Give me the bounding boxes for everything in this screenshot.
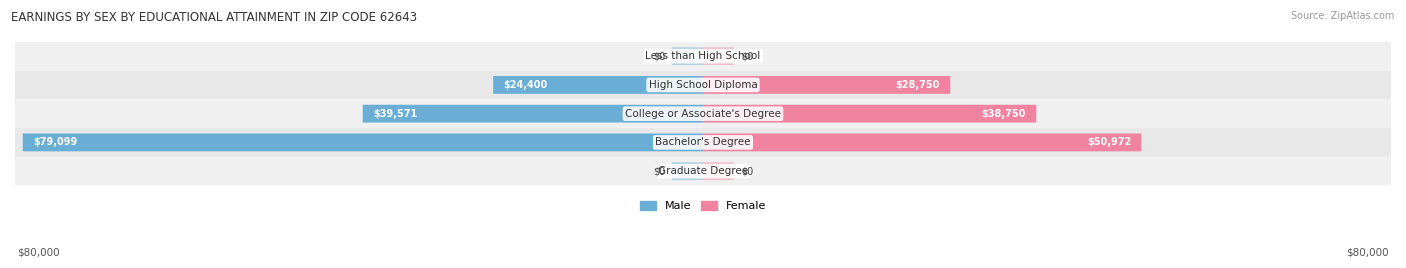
FancyBboxPatch shape bbox=[703, 133, 1142, 151]
FancyBboxPatch shape bbox=[22, 133, 703, 151]
Text: $0: $0 bbox=[652, 166, 665, 176]
Text: $79,099: $79,099 bbox=[34, 137, 77, 147]
Text: $39,571: $39,571 bbox=[373, 109, 418, 119]
Text: Less than High School: Less than High School bbox=[645, 51, 761, 61]
Text: $0: $0 bbox=[652, 51, 665, 61]
Text: College or Associate's Degree: College or Associate's Degree bbox=[626, 109, 780, 119]
Text: $28,750: $28,750 bbox=[896, 80, 941, 90]
Text: $80,000: $80,000 bbox=[1347, 247, 1389, 257]
FancyBboxPatch shape bbox=[15, 70, 1391, 99]
Text: $38,750: $38,750 bbox=[981, 109, 1026, 119]
FancyBboxPatch shape bbox=[15, 42, 1391, 70]
FancyBboxPatch shape bbox=[15, 157, 1391, 185]
FancyBboxPatch shape bbox=[703, 47, 734, 65]
Text: Graduate Degree: Graduate Degree bbox=[658, 166, 748, 176]
Text: $0: $0 bbox=[741, 166, 754, 176]
Text: $0: $0 bbox=[741, 51, 754, 61]
Text: $50,972: $50,972 bbox=[1087, 137, 1130, 147]
FancyBboxPatch shape bbox=[703, 76, 950, 94]
FancyBboxPatch shape bbox=[15, 128, 1391, 157]
Legend: Male, Female: Male, Female bbox=[636, 196, 770, 216]
Text: EARNINGS BY SEX BY EDUCATIONAL ATTAINMENT IN ZIP CODE 62643: EARNINGS BY SEX BY EDUCATIONAL ATTAINMEN… bbox=[11, 11, 418, 24]
FancyBboxPatch shape bbox=[363, 105, 703, 122]
FancyBboxPatch shape bbox=[494, 76, 703, 94]
FancyBboxPatch shape bbox=[703, 105, 1036, 122]
FancyBboxPatch shape bbox=[672, 162, 703, 180]
Text: High School Diploma: High School Diploma bbox=[648, 80, 758, 90]
Text: $80,000: $80,000 bbox=[17, 247, 59, 257]
Text: Bachelor's Degree: Bachelor's Degree bbox=[655, 137, 751, 147]
Text: $24,400: $24,400 bbox=[503, 80, 548, 90]
FancyBboxPatch shape bbox=[15, 99, 1391, 128]
FancyBboxPatch shape bbox=[703, 162, 734, 180]
Text: Source: ZipAtlas.com: Source: ZipAtlas.com bbox=[1291, 11, 1395, 21]
FancyBboxPatch shape bbox=[672, 47, 703, 65]
